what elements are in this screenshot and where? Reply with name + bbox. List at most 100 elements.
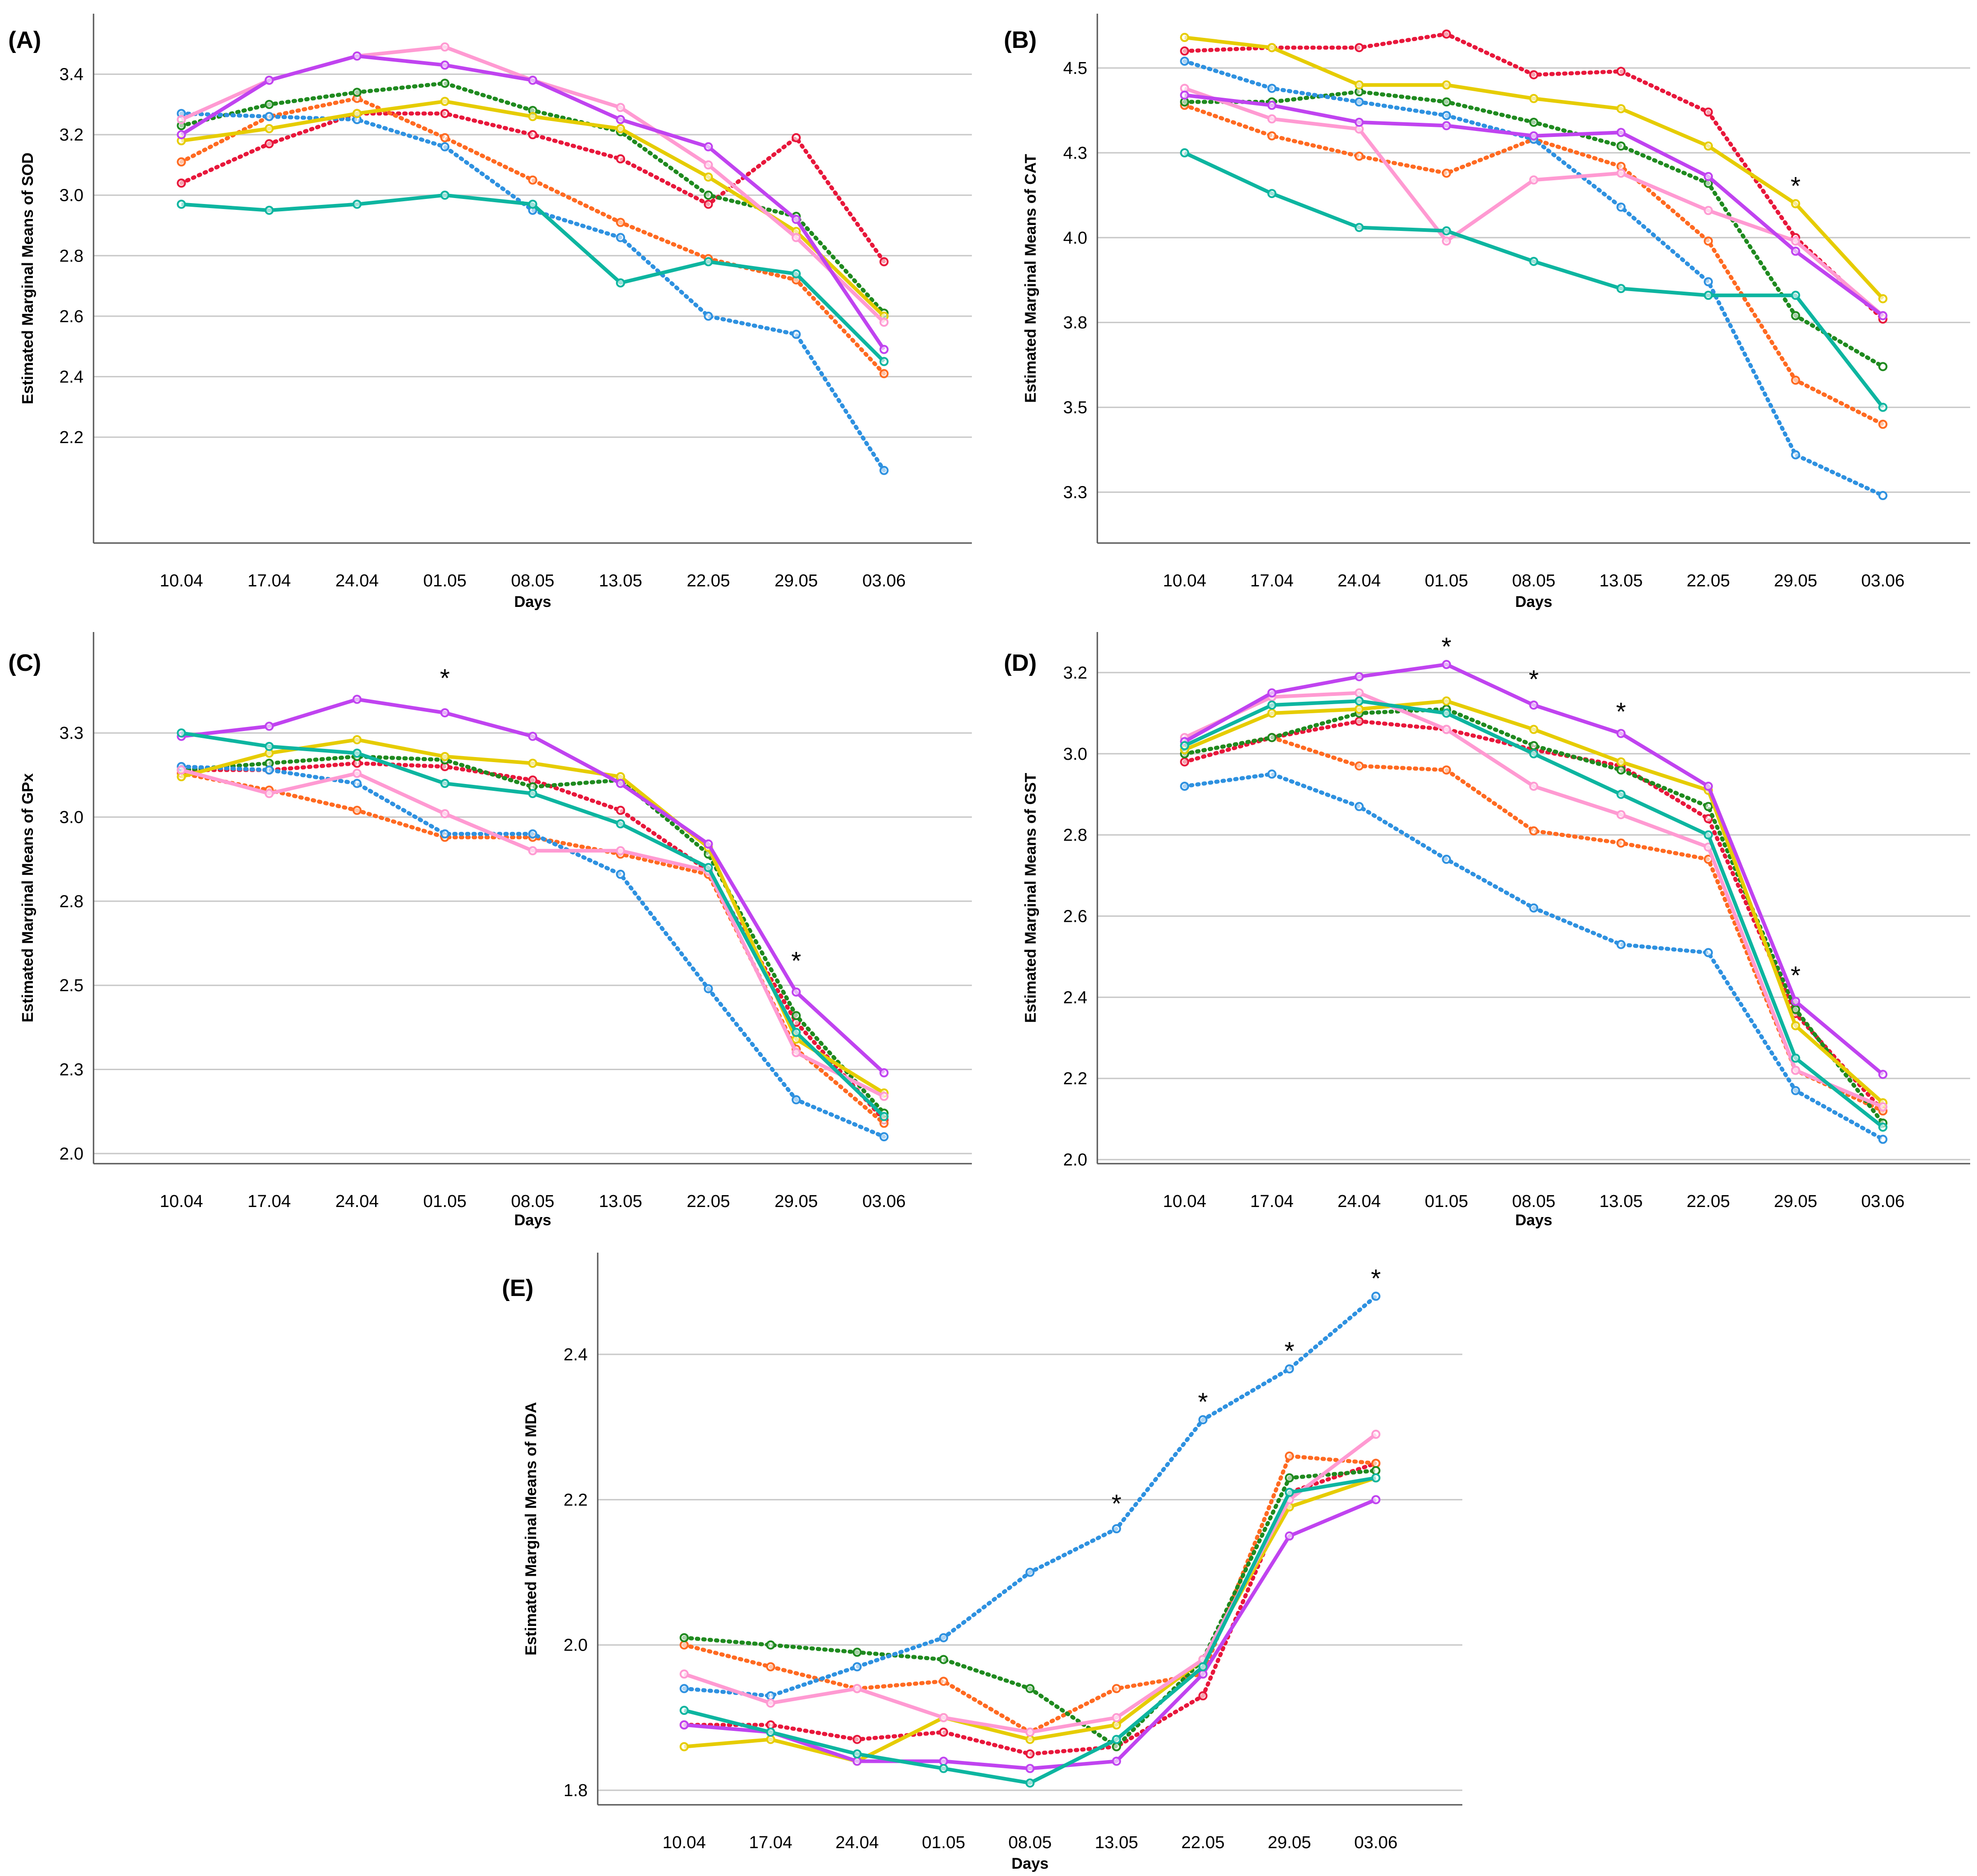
data-point	[1267, 700, 1277, 710]
data-point	[1791, 291, 1800, 300]
data-point	[1354, 223, 1364, 232]
data-point	[616, 115, 625, 124]
data-point	[440, 708, 449, 717]
data-point	[1267, 43, 1277, 52]
y-tick-label: 4.3	[1063, 144, 1087, 163]
panel-label: (D)	[1004, 650, 1037, 676]
data-point	[265, 124, 274, 133]
data-point	[1354, 117, 1364, 127]
data-point	[440, 60, 449, 70]
y-tick-label: 2.4	[59, 367, 83, 387]
data-point	[177, 115, 186, 124]
data-point	[1529, 175, 1539, 185]
chart-panel: 2.2 2.4 2.6 2.8 3.0 3.2 3.4 10.04 17.04 24.04 01.0…	[8, 14, 972, 611]
data-point	[1180, 57, 1189, 66]
data-point	[679, 1742, 689, 1751]
data-point	[177, 728, 186, 738]
data-point	[1529, 781, 1539, 791]
data-point	[792, 214, 801, 224]
data-point	[616, 779, 625, 788]
data-point	[1878, 1070, 1888, 1079]
data-point	[616, 154, 625, 164]
chart-panel: 2.0 2.2 2.4 2.6 2.8 3.0 3.2 10.04 17.04 24.04 01.0…	[1004, 632, 1970, 1229]
data-point	[1704, 277, 1713, 287]
series-s8	[177, 728, 889, 1121]
data-point	[792, 233, 801, 242]
data-point	[265, 721, 274, 731]
data-point	[879, 369, 889, 378]
series-s7	[1180, 660, 1888, 1079]
data-point	[879, 257, 889, 267]
x-tick-label: 17.04	[1250, 1192, 1294, 1211]
data-point	[1267, 708, 1277, 718]
data-point	[1198, 1415, 1208, 1425]
data-point	[528, 75, 537, 85]
data-point	[852, 1756, 862, 1766]
data-point	[616, 233, 625, 242]
data-point	[528, 112, 537, 121]
x-tick-label: 03.06	[1861, 1192, 1904, 1211]
series-s3	[1180, 87, 1888, 371]
data-point	[879, 465, 889, 475]
panel-label: (B)	[1004, 27, 1037, 53]
data-point	[704, 984, 713, 993]
significance-marker: *	[791, 946, 801, 975]
data-point	[704, 311, 713, 321]
data-point	[1704, 781, 1713, 791]
data-point	[1616, 810, 1626, 820]
data-point	[528, 130, 537, 140]
data-point	[352, 748, 362, 758]
data-point	[1442, 168, 1451, 178]
data-point	[1878, 362, 1888, 371]
series-s8	[1180, 696, 1888, 1132]
data-point	[1267, 131, 1277, 141]
data-point	[440, 779, 449, 788]
data-point	[1529, 749, 1539, 758]
data-point	[879, 1112, 889, 1121]
data-point	[177, 178, 186, 188]
y-axis-title: Estimated Marginal Means of GST	[1022, 773, 1039, 1023]
x-tick-label: 22.05	[1687, 1192, 1730, 1211]
data-point	[792, 1095, 801, 1104]
data-point	[704, 199, 713, 209]
series-s8	[1180, 148, 1888, 412]
data-point	[1371, 1458, 1381, 1468]
x-tick-label: 29.05	[774, 571, 818, 590]
data-point	[1180, 781, 1189, 791]
data-point	[1025, 1778, 1035, 1788]
x-axis-title: Days	[514, 1212, 551, 1229]
series-s6	[1180, 84, 1888, 320]
data-point	[1442, 111, 1451, 120]
data-point	[265, 789, 274, 798]
data-point	[1198, 1691, 1208, 1701]
data-point	[440, 133, 449, 142]
series-s1	[1180, 29, 1888, 324]
data-point	[177, 157, 186, 167]
data-point	[1529, 117, 1539, 127]
x-tick-label: 13.05	[1599, 1192, 1643, 1211]
data-point	[1791, 450, 1800, 460]
x-tick-label: 10.04	[160, 1192, 203, 1211]
series-s7	[1180, 90, 1888, 320]
data-point	[1025, 1568, 1035, 1577]
x-tick-label: 22.05	[1181, 1833, 1225, 1852]
data-point	[1285, 1531, 1294, 1541]
data-point	[1112, 1524, 1121, 1533]
data-point	[1442, 696, 1451, 706]
data-point	[766, 1735, 775, 1744]
data-point	[1791, 311, 1800, 320]
data-point	[1112, 1756, 1121, 1766]
data-point	[939, 1764, 948, 1773]
data-point	[766, 1640, 775, 1650]
data-point	[679, 1640, 689, 1650]
data-point	[1354, 43, 1364, 52]
data-point	[852, 1735, 862, 1744]
x-tick-label: 01.05	[423, 1192, 466, 1211]
data-point	[528, 732, 537, 741]
data-point	[1180, 33, 1189, 42]
data-point	[1285, 1473, 1294, 1483]
data-point	[265, 139, 274, 149]
data-point	[1704, 830, 1713, 840]
x-tick-label: 10.04	[662, 1833, 706, 1852]
x-tick-label: 13.05	[1599, 571, 1643, 590]
